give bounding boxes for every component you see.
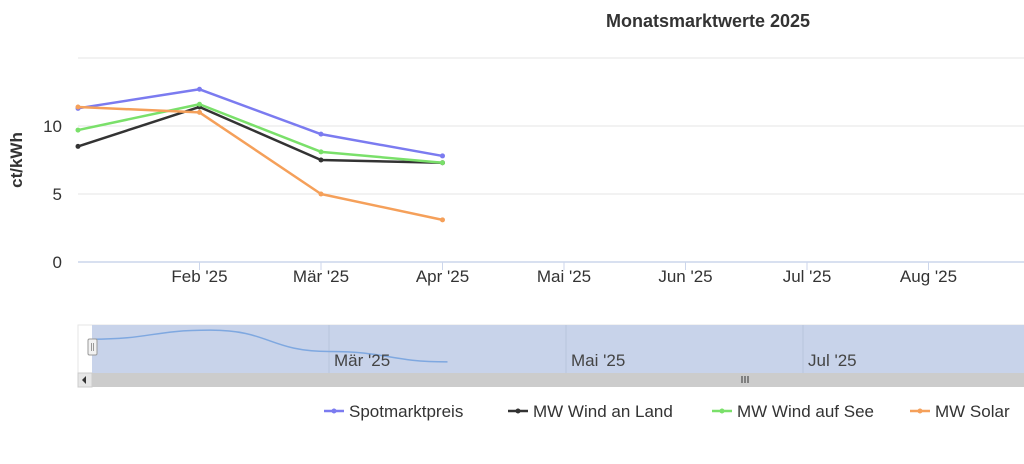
y-tick-label: 0	[53, 253, 62, 272]
navigator-mask	[92, 325, 1024, 373]
legend-marker	[331, 408, 337, 414]
x-tick-label: Jul '25	[783, 267, 832, 286]
legend-item-label[interactable]: MW Wind auf See	[737, 402, 874, 421]
data-point[interactable]	[197, 101, 202, 107]
data-point[interactable]	[440, 153, 445, 159]
legend-item-label[interactable]: MW Wind an Land	[533, 402, 673, 421]
navigator-series-line	[91, 329, 448, 363]
data-point[interactable]	[440, 217, 445, 223]
navigator[interactable]: Mär '25 Mai '25 Jul '25	[77, 324, 1024, 374]
legend-item-label[interactable]: Spotmarktpreis	[349, 402, 463, 421]
data-point[interactable]	[75, 127, 81, 133]
series-line-3	[77, 105, 443, 222]
scrollbar-thumb[interactable]	[92, 373, 1024, 387]
series-line-2	[77, 102, 443, 164]
navigator-labels: Mär '25 Mai '25 Jul '25	[334, 351, 857, 370]
legend-item-label[interactable]: MW Solar	[935, 402, 1010, 421]
navigator-label: Mär '25	[334, 351, 390, 370]
data-point[interactable]	[197, 109, 202, 115]
data-point[interactable]	[440, 160, 445, 166]
x-tick-label: Mai '25	[537, 267, 591, 286]
data-point[interactable]	[197, 86, 202, 92]
chart-title: Monatsmarktwerte 2025	[606, 11, 810, 31]
navigator-gridlines	[328, 325, 804, 373]
data-point[interactable]	[75, 143, 81, 149]
y-axis-label: ct/kWh	[7, 132, 26, 188]
gridlines	[78, 57, 1024, 263]
series-line-0	[77, 88, 443, 158]
x-tick-label: Apr '25	[416, 267, 469, 286]
data-point[interactable]	[318, 131, 324, 137]
data-point[interactable]	[318, 191, 324, 197]
x-tick-label: Feb '25	[171, 267, 227, 286]
series-line-1	[77, 105, 443, 164]
legend-marker	[719, 408, 725, 414]
data-point[interactable]	[318, 157, 324, 163]
navigator-label: Mai '25	[571, 351, 625, 370]
x-tick-label: Aug '25	[900, 267, 957, 286]
data-point[interactable]	[75, 104, 81, 110]
y-axis-ticks: 0 5 10	[43, 117, 62, 272]
legend-marker	[917, 408, 923, 414]
data-point[interactable]	[318, 149, 324, 155]
scrollbar[interactable]	[77, 372, 1024, 388]
scrollbar-grip-icon	[741, 376, 749, 383]
navigator-label: Jul '25	[808, 351, 857, 370]
y-tick-label: 5	[53, 185, 62, 204]
x-tick-label: Mär '25	[293, 267, 349, 286]
chevron-left-icon	[82, 376, 86, 384]
x-axis-ticks: Feb '25 Mär '25 Apr '25 Mai '25 Jun '25 Jul '…	[171, 262, 957, 286]
x-tick-label: Jun '25	[658, 267, 712, 286]
navigator-left-handle[interactable]	[87, 338, 98, 356]
legend: Spotmarktpreis MW Wind an Land MW Wind auf…	[324, 402, 1010, 421]
plot-series	[75, 86, 445, 223]
legend-marker	[515, 408, 521, 414]
y-tick-label: 10	[43, 117, 62, 136]
